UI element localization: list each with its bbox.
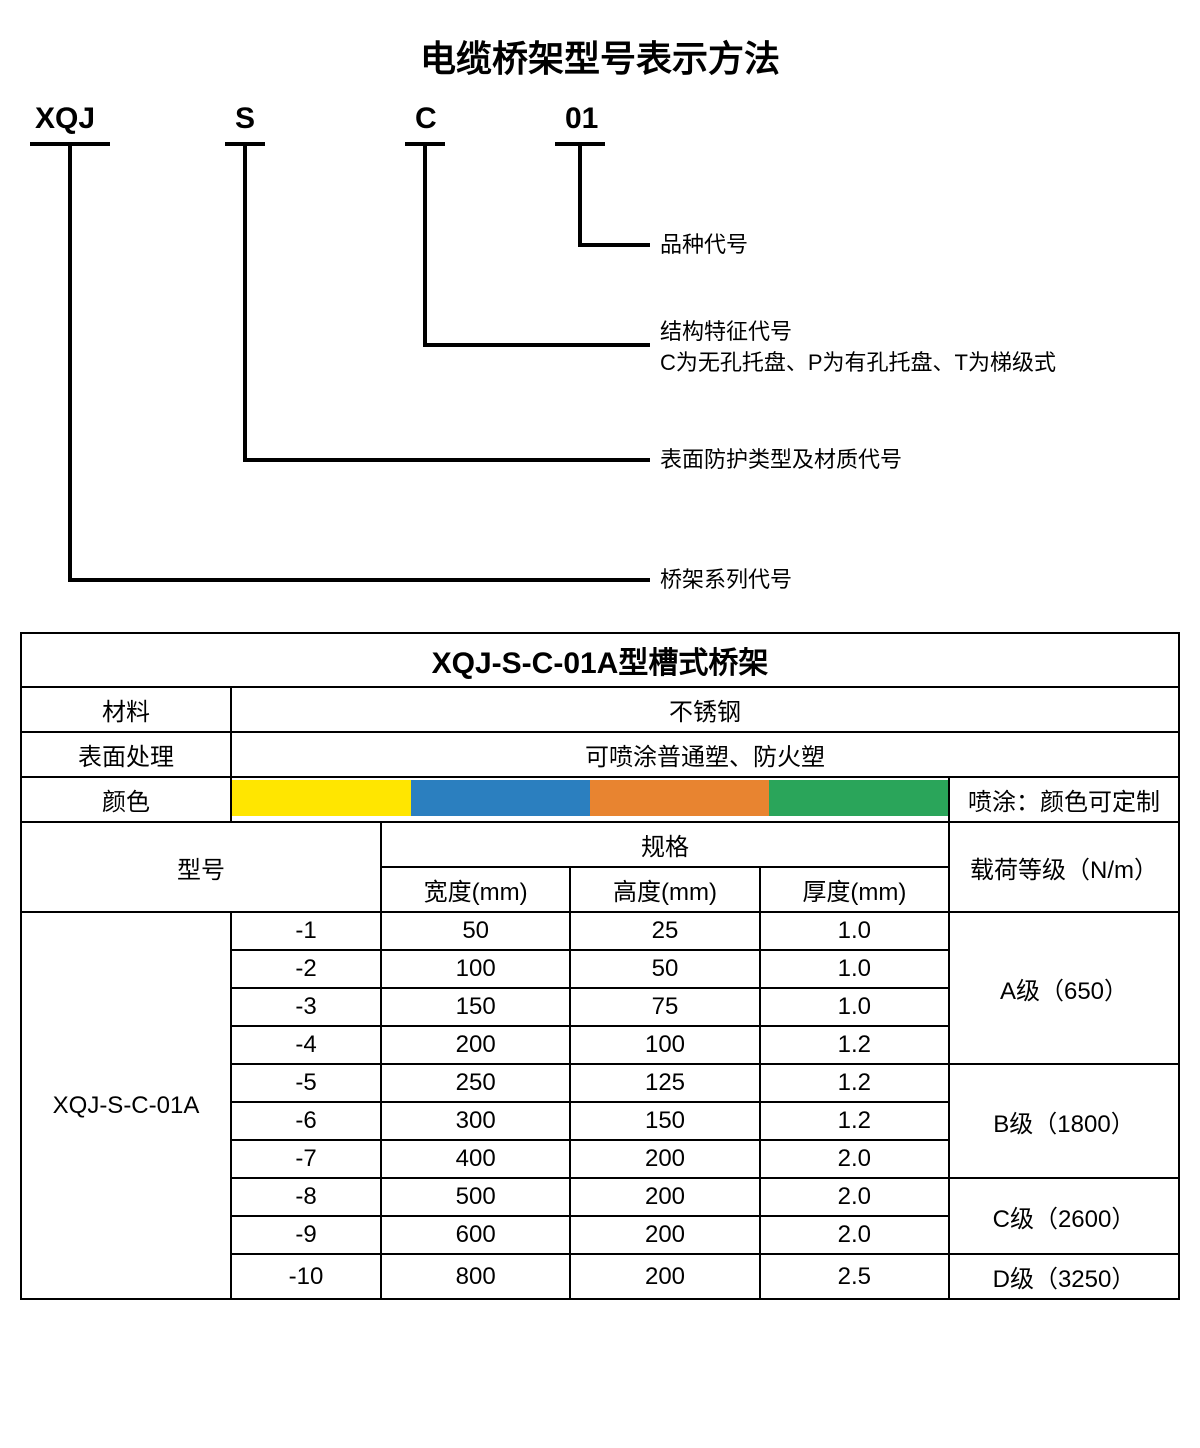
- code-s: S: [235, 102, 255, 136]
- load-cell: C级（2600）: [949, 1178, 1179, 1254]
- height-cell: 125: [570, 1064, 759, 1102]
- vline-c2: [243, 142, 247, 462]
- table-row: XQJ-S-C-01A-150251.0A级（650）: [21, 912, 1179, 950]
- code-xqj: XQJ: [35, 102, 95, 136]
- hdr-surface: 表面处理: [21, 732, 231, 777]
- thick-cell: 2.0: [760, 1140, 949, 1178]
- hdr-load: 载荷等级（N/m）: [949, 822, 1179, 912]
- subcode-cell: -9: [231, 1216, 381, 1254]
- width-cell: 50: [381, 912, 570, 950]
- val-surface: 可喷涂普通塑、防火塑: [231, 732, 1179, 777]
- hdr-spec: 规格: [381, 822, 949, 867]
- thick-cell: 2.0: [760, 1178, 949, 1216]
- hdr-color: 颜色: [21, 777, 231, 822]
- height-cell: 200: [570, 1178, 759, 1216]
- subcode-cell: -1: [231, 912, 381, 950]
- page-title: 电缆桥架型号表示方法: [20, 30, 1180, 82]
- hdr-material: 材料: [21, 687, 231, 732]
- load-cell: B级（1800）: [949, 1064, 1179, 1178]
- height-cell: 150: [570, 1102, 759, 1140]
- row-spec-header1: 型号 规格 载荷等级（N/m）: [21, 822, 1179, 867]
- row-surface: 表面处理 可喷涂普通塑、防火塑: [21, 732, 1179, 777]
- desc-structure-line2: C为无孔托盘、P为有孔托盘、T为梯级式: [660, 348, 1056, 379]
- thick-cell: 1.0: [760, 950, 949, 988]
- hline-d2: [243, 458, 650, 462]
- load-cell: D级（3250）: [949, 1254, 1179, 1299]
- table-title-row: XQJ-S-C-01A型槽式桥架: [21, 633, 1179, 687]
- height-cell: 50: [570, 950, 759, 988]
- height-cell: 25: [570, 912, 759, 950]
- thick-cell: 1.2: [760, 1064, 949, 1102]
- subcode-cell: -3: [231, 988, 381, 1026]
- subcode-cell: -7: [231, 1140, 381, 1178]
- thick-cell: 1.0: [760, 988, 949, 1026]
- load-cell: A级（650）: [949, 912, 1179, 1064]
- row-material: 材料 不锈钢: [21, 687, 1179, 732]
- subcode-cell: -4: [231, 1026, 381, 1064]
- model-code-cell: XQJ-S-C-01A: [21, 912, 231, 1299]
- desc-variety: 品种代号: [660, 230, 748, 261]
- color-note: 喷涂：颜色可定制: [949, 777, 1179, 822]
- subcode-cell: -2: [231, 950, 381, 988]
- desc-surface: 表面防护类型及材质代号: [660, 445, 902, 476]
- row-color: 颜色 喷涂：颜色可定制: [21, 777, 1179, 822]
- height-cell: 200: [570, 1216, 759, 1254]
- hline-d3: [423, 343, 650, 347]
- height-cell: 75: [570, 988, 759, 1026]
- desc-structure-line1: 结构特征代号: [660, 317, 1056, 348]
- desc-series: 桥架系列代号: [660, 565, 792, 596]
- swatch-3: [769, 780, 948, 816]
- model-code-diagram: XQJ S C 01 品种代号 结构特征代号 C为无孔托盘、P为有孔托盘、T为梯…: [20, 102, 1180, 602]
- color-swatches-cell: [231, 777, 949, 822]
- hline-d4: [578, 243, 650, 247]
- hdr-height: 高度(mm): [570, 867, 759, 912]
- swatch-1: [411, 780, 590, 816]
- subcode-cell: -8: [231, 1178, 381, 1216]
- vline-c3: [423, 142, 427, 347]
- thick-cell: 2.0: [760, 1216, 949, 1254]
- subcode-cell: -10: [231, 1254, 381, 1299]
- width-cell: 250: [381, 1064, 570, 1102]
- width-cell: 600: [381, 1216, 570, 1254]
- width-cell: 300: [381, 1102, 570, 1140]
- thick-cell: 1.0: [760, 912, 949, 950]
- hline-d1: [68, 578, 650, 582]
- thick-cell: 1.2: [760, 1026, 949, 1064]
- subcode-cell: -6: [231, 1102, 381, 1140]
- height-cell: 200: [570, 1254, 759, 1299]
- swatch-0: [232, 780, 411, 816]
- hdr-model: 型号: [21, 822, 381, 912]
- width-cell: 500: [381, 1178, 570, 1216]
- width-cell: 400: [381, 1140, 570, 1178]
- spec-table: XQJ-S-C-01A型槽式桥架 材料 不锈钢 表面处理 可喷涂普通塑、防火塑 …: [20, 632, 1180, 1300]
- thick-cell: 1.2: [760, 1102, 949, 1140]
- height-cell: 100: [570, 1026, 759, 1064]
- subcode-cell: -5: [231, 1064, 381, 1102]
- height-cell: 200: [570, 1140, 759, 1178]
- desc-structure: 结构特征代号 C为无孔托盘、P为有孔托盘、T为梯级式: [660, 317, 1056, 379]
- table-title: XQJ-S-C-01A型槽式桥架: [21, 633, 1179, 687]
- code-c: C: [415, 102, 437, 136]
- width-cell: 200: [381, 1026, 570, 1064]
- vline-c4: [578, 142, 582, 247]
- width-cell: 800: [381, 1254, 570, 1299]
- width-cell: 100: [381, 950, 570, 988]
- thick-cell: 2.5: [760, 1254, 949, 1299]
- swatch-2: [590, 780, 769, 816]
- width-cell: 150: [381, 988, 570, 1026]
- val-material: 不锈钢: [231, 687, 1179, 732]
- vline-c1: [68, 142, 72, 582]
- hdr-width: 宽度(mm): [381, 867, 570, 912]
- hdr-thick: 厚度(mm): [760, 867, 949, 912]
- code-01: 01: [565, 102, 598, 136]
